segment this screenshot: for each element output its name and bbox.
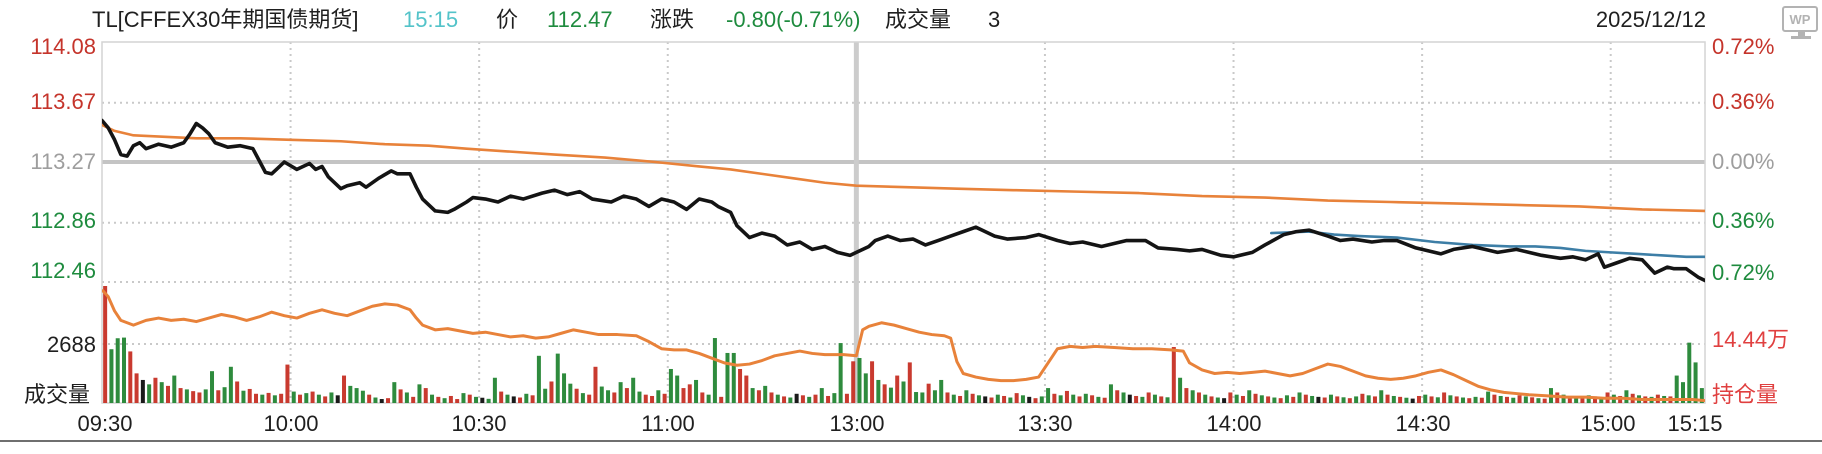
right-axis-pct-1: 0.72% [1712, 34, 1775, 59]
change-label: 涨跌 [650, 7, 695, 32]
open-interest-value: 14.44万 [1712, 327, 1790, 352]
monitor-icon: WP [1782, 6, 1818, 32]
price-value: 112.47 [547, 7, 613, 32]
volume-scale-label: 2688 [47, 332, 96, 357]
wp-watermark-logo: WP [1782, 6, 1820, 42]
right-axis-pct-5: 0.72% [1712, 260, 1775, 285]
x-label-1400: 14:00 [1206, 411, 1262, 436]
symbol-title: TL[CFFEX30年期国债期货] [92, 7, 359, 32]
x-label-1030: 10:30 [451, 411, 507, 436]
x-label-1000: 10:00 [263, 411, 319, 436]
volume-pane-label: 成交量 [24, 382, 91, 407]
x-label-1515: 15:15 [1667, 411, 1723, 436]
x-label-0930: 09:30 [77, 411, 133, 436]
left-axis-price-5: 112.46 [30, 258, 96, 283]
x-label-1330: 13:30 [1017, 411, 1073, 436]
window-divider [0, 440, 1822, 442]
left-axis-price-4: 112.86 [30, 208, 96, 233]
change-value: -0.80(-0.71%) [726, 7, 861, 32]
x-label-1430: 14:30 [1395, 411, 1451, 436]
left-axis-price-1: 114.08 [30, 34, 96, 59]
right-axis-pct-2: 0.36% [1712, 89, 1775, 114]
header-volume-value: 3 [988, 7, 1001, 32]
x-label-1100: 11:00 [641, 411, 695, 436]
last-update-time: 15:15 [403, 7, 459, 32]
price-label: 价 [496, 7, 519, 32]
header-volume-label: 成交量 [885, 7, 952, 32]
left-axis-price-3: 113.27 [30, 149, 96, 174]
x-label-1500: 15:00 [1580, 411, 1636, 436]
x-label-1300: 13:00 [829, 411, 885, 436]
trade-date: 2025/12/12 [1595, 7, 1706, 32]
right-axis-pct-3: 0.00% [1712, 149, 1775, 174]
open-interest-pane-label: 持仓量 [1712, 382, 1779, 407]
right-axis-pct-4: 0.36% [1712, 208, 1775, 233]
left-axis-price-2: 113.67 [30, 89, 96, 114]
